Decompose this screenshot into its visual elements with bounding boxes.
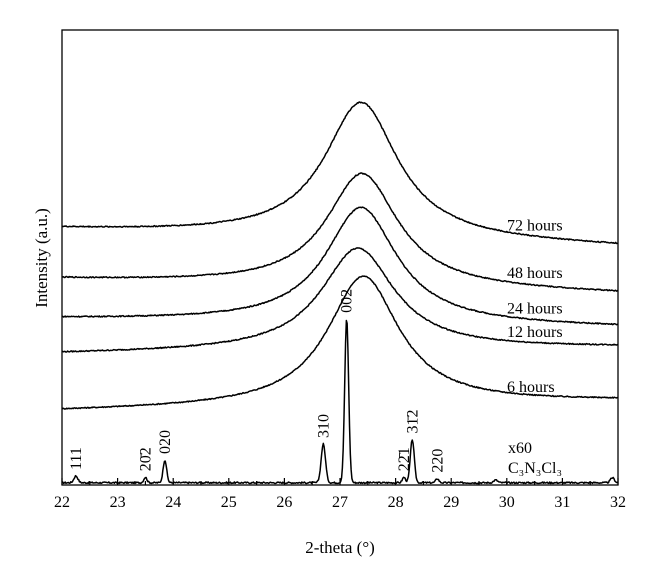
peak-label: 20̄2 [137,447,154,471]
x-tick-label: 29 [443,494,459,511]
series-label: 12 hours [507,324,563,341]
x-ticks-group: 22 23 24 25 26 27 28 29 30 31 32 [54,478,626,511]
peak-label: 31̄2 [404,410,421,434]
series-line-2 [61,247,619,353]
x-tick-label: 31 [554,494,570,511]
peak-label: 002 [339,289,356,313]
series-label: 24 hours [507,300,563,317]
x-tick-label: 27 [332,494,348,511]
series-label: 48 hours [507,265,563,282]
curves-group [61,101,619,485]
x-tick-label: 24 [165,494,181,511]
x-tick-label: 23 [110,494,126,511]
plot-frame [61,29,619,486]
series-labels-group: x60 C₃N₃Cl₃ 6 hours 12 hours 24 hours 48 hour… [507,217,563,477]
series-label-ref-line: C₃N₃Cl₃ [508,460,562,477]
x-tick-label: 32 [610,494,626,511]
peak-label: 020 [157,430,174,454]
series-label: 6 hours [507,379,555,396]
peak-label: 111 [68,447,85,470]
x-tick-label: 22 [54,494,70,511]
x-tick-label: 26 [276,494,292,511]
series-line-5 [61,101,619,245]
peak-label: 220 [429,449,446,473]
x-tick-label: 30 [499,494,515,511]
series-line-1 [61,275,619,410]
series-line-4 [61,172,619,292]
series-line-3 [61,206,619,326]
x-axis-label: 2-theta (°) [305,538,375,557]
series-label: 72 hours [507,217,563,234]
x-tick-label: 28 [388,494,404,511]
series-label-ref-line: x60 [508,440,532,457]
peak-label: 22̄1 [396,447,413,471]
x-tick-label: 25 [221,494,237,511]
y-axis-label: Intensity (a.u.) [32,208,51,308]
peak-label: 310 [315,414,332,438]
